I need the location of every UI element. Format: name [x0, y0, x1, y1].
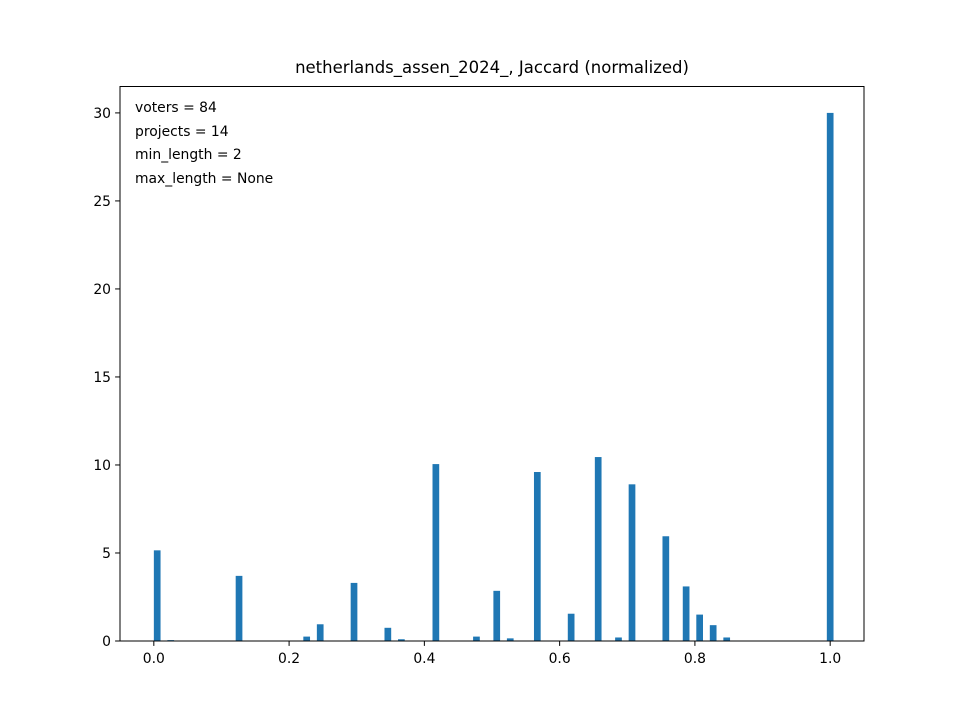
bar-12	[533, 472, 541, 641]
x-tick-label: 0.2	[278, 651, 300, 667]
annotation-min-length: min_length = 2	[135, 147, 242, 163]
bar-4	[316, 624, 324, 641]
y-tick-label: 30	[93, 106, 111, 122]
x-tick-label: 0.6	[549, 651, 571, 667]
bar-0	[153, 550, 161, 641]
bar-8	[432, 464, 440, 641]
x-axis: 0.0 0.2 0.4 0.6 0.8 1.0	[143, 641, 841, 667]
y-tick-label: 10	[93, 458, 111, 474]
x-tick-label: 1.0	[819, 651, 841, 667]
bar-20	[709, 625, 717, 641]
y-tick-label: 15	[93, 370, 111, 386]
bar-11	[506, 638, 514, 641]
bar-17	[662, 536, 670, 641]
bars-layer	[153, 112, 834, 641]
bar-13	[567, 613, 575, 641]
bar-2	[235, 575, 243, 641]
chart-title: netherlands_assen_2024_, Jaccard (normal…	[295, 58, 689, 78]
bar-14	[594, 457, 602, 641]
bar-15	[615, 637, 622, 641]
y-axis: 0 5 10 15 20 25 30	[93, 106, 120, 650]
bar-19	[696, 614, 703, 641]
annotation-projects: projects = 14	[135, 124, 229, 140]
x-tick-label: 0.0	[143, 651, 165, 667]
annotation-voters: voters = 84	[135, 100, 217, 116]
plot-frame	[119, 86, 865, 642]
bar-9	[473, 636, 480, 641]
bar-18	[682, 586, 690, 641]
x-tick-label: 0.8	[684, 651, 706, 667]
y-tick-label: 25	[93, 194, 111, 210]
y-tick-label: 20	[93, 282, 111, 298]
y-tick-label: 0	[102, 634, 111, 650]
x-tick-label: 0.4	[413, 651, 435, 667]
bar-21	[723, 637, 731, 641]
bar-5	[350, 582, 358, 641]
bar-6	[384, 627, 392, 641]
stats-annotation: voters = 84 projects = 14 min_length = 2…	[135, 100, 273, 187]
bar-3	[303, 636, 311, 641]
bar-10	[493, 590, 501, 641]
y-tick-label: 5	[102, 546, 111, 562]
bar-16	[628, 484, 636, 641]
annotation-max-length: max_length = None	[135, 171, 273, 187]
bar-7	[398, 639, 405, 641]
bar-22	[826, 112, 834, 641]
